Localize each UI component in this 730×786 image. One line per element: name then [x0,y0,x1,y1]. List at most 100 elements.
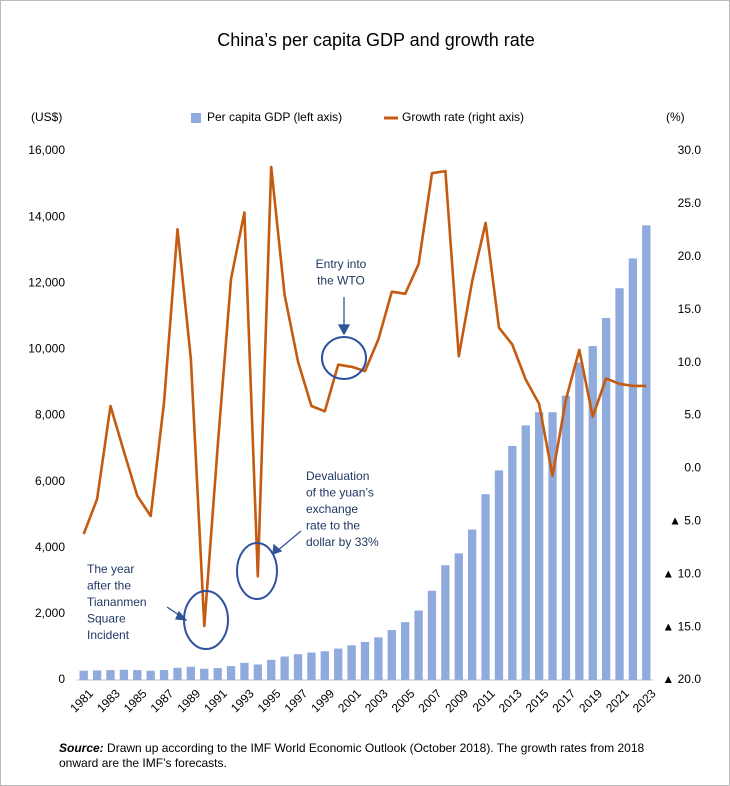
bar [414,610,423,680]
x-tick-label: 1981 [67,686,96,715]
bar [548,412,557,680]
y-tick-label: 12,000 [28,275,65,289]
bar [427,590,437,680]
annotation: rate to the [306,519,360,533]
annotation: of the yuan’s [306,486,374,500]
y2-tick-label: 25.0 [678,196,702,210]
x-tick-label: 1993 [228,686,257,715]
bar [521,425,530,680]
bar [494,470,504,680]
y2-tick-label: 20.0 [678,249,702,263]
highlight-ellipse [183,590,229,650]
x-tick-label: 2017 [549,686,578,715]
bar [293,654,303,680]
annotation: Devaluation [306,469,369,483]
y-tick-label: 6,000 [35,474,65,488]
bar [253,664,262,680]
y2-tick-label: 30.0 [678,143,702,157]
bar [628,258,638,680]
bar [387,630,396,680]
x-tick-label: 2021 [603,686,632,715]
x-tick-label: 2011 [470,686,498,714]
legend-label: Growth rate (right axis) [402,110,524,124]
y-tick-label: 14,000 [28,209,65,223]
x-tick-label: 1999 [308,686,337,715]
chart-title: China’s per capita GDP and growth rate [217,30,535,50]
bar [320,651,329,680]
annotation: Entry into [316,257,367,271]
bar [575,362,584,680]
arrow [276,530,302,552]
x-tick-label: 2019 [576,686,605,715]
y2-tick-label: ▲ 5.0 [669,513,701,527]
y2-tick-label: 5.0 [684,408,701,422]
bar [133,670,142,680]
source-note: Source: Drawn up according to the IMF Wo… [59,741,669,771]
y-tick-label: 4,000 [35,540,65,554]
bar [347,645,356,680]
y2-tick-label: ▲ 10.0 [662,566,701,580]
bar [468,529,477,680]
x-tick-label: 2001 [335,686,364,715]
highlight-ellipse [321,336,367,380]
bar [280,656,289,680]
source-text: Drawn up according to the IMF World Econ… [59,741,645,770]
highlight-ellipse [236,542,278,600]
bar [401,622,410,680]
bar [79,670,88,680]
bar [454,553,463,680]
x-tick-label: 2015 [523,686,552,715]
y-axis-label: (US$) [31,110,62,124]
x-tick-label: 2003 [362,686,391,715]
bar [360,641,370,680]
annotation-shapes [183,336,367,650]
legend-swatch [191,113,201,123]
bar [146,670,155,680]
annotation: Square [87,612,126,626]
x-tick-label: 1991 [201,686,230,715]
annotation: the WTO [317,274,365,288]
bar [186,666,196,680]
y2-axis-label: (%) [666,110,685,124]
bar [267,659,276,680]
bar [213,668,222,680]
bar [588,346,597,680]
y2-tick-label: 10.0 [678,355,702,369]
bar [106,670,115,680]
legend-label: Per capita GDP (left axis) [207,110,342,124]
bar [334,648,343,680]
bar [240,662,249,680]
x-tick-label: 2023 [630,686,659,715]
y2-tick-label: 0.0 [684,461,701,475]
bar [481,494,490,680]
y-tick-label: 8,000 [35,408,65,422]
bar [119,669,129,680]
x-tick-label: 1997 [282,686,311,715]
y-tick-label: 16,000 [28,143,65,157]
annotation: after the [87,579,131,593]
arrow-head [337,324,351,336]
x-tick-label: 2007 [416,686,445,715]
annotation: Incident [87,628,130,642]
bar [307,652,316,680]
source-label: Source: [59,741,104,755]
x-tick-label: 2013 [496,686,525,715]
y-tick-label: 2,000 [35,606,65,620]
x-tick-label: 2005 [389,686,418,715]
y2-tick-label: 15.0 [678,302,702,316]
annotation: exchange [306,502,358,516]
bar [561,395,571,680]
annotation: dollar by 33% [306,535,379,549]
bar [642,225,651,680]
bar [200,668,209,680]
annotation: The year [87,562,134,576]
bar [441,565,450,680]
y-tick-label: 10,000 [28,342,65,356]
arrow-head [272,543,283,555]
bar [226,666,236,680]
x-tick-label: 1985 [121,686,150,715]
x-tick-label: 1983 [94,686,123,715]
y2-tick-label: ▲ 20.0 [662,672,701,686]
bar [601,317,611,680]
